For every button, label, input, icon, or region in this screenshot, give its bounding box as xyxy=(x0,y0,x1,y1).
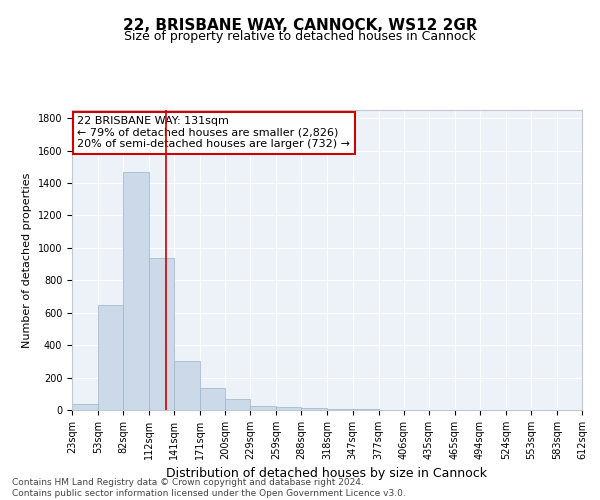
Y-axis label: Number of detached properties: Number of detached properties xyxy=(22,172,32,348)
Bar xyxy=(72,404,98,410)
Bar xyxy=(301,408,328,410)
X-axis label: Distribution of detached houses by size in Cannock: Distribution of detached houses by size … xyxy=(167,468,487,480)
Bar xyxy=(353,409,379,410)
Text: Size of property relative to detached houses in Cannock: Size of property relative to detached ho… xyxy=(124,30,476,43)
Bar xyxy=(250,406,277,410)
Text: 22 BRISBANE WAY: 131sqm
← 79% of detached houses are smaller (2,826)
20% of semi: 22 BRISBANE WAY: 131sqm ← 79% of detache… xyxy=(77,116,350,149)
Bar xyxy=(225,400,250,410)
Bar xyxy=(123,172,149,410)
Bar xyxy=(174,362,200,410)
Text: 22, BRISBANE WAY, CANNOCK, WS12 2GR: 22, BRISBANE WAY, CANNOCK, WS12 2GR xyxy=(122,18,478,32)
Bar xyxy=(277,407,301,410)
Text: Contains HM Land Registry data © Crown copyright and database right 2024.
Contai: Contains HM Land Registry data © Crown c… xyxy=(12,478,406,498)
Bar xyxy=(328,408,353,410)
Bar xyxy=(149,258,174,410)
Bar xyxy=(200,388,225,410)
Bar xyxy=(98,304,123,410)
